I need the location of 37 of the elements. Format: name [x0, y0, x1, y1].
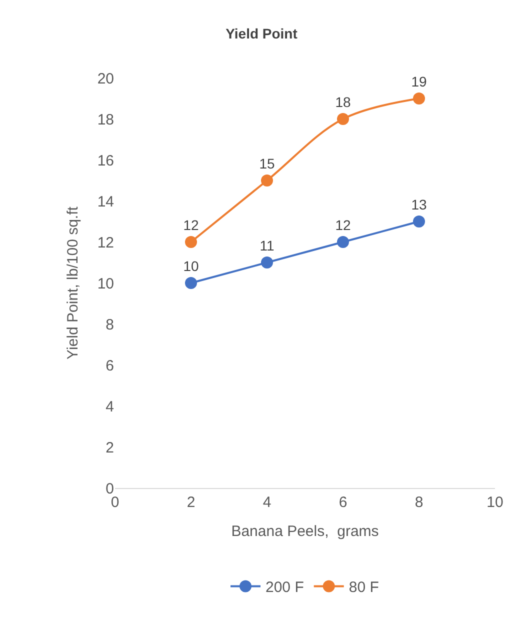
- point: [185, 277, 197, 289]
- y-tick-label: 18: [97, 111, 114, 128]
- x-tick-label: 2: [186, 494, 196, 511]
- point: [261, 256, 273, 268]
- data-label: 19: [411, 74, 427, 90]
- y-tick-label: 16: [97, 152, 114, 170]
- x-tick-label: 8: [414, 494, 424, 511]
- y-axis-title: Yield Point, lb/100 sq.ft: [64, 206, 82, 360]
- y-tick-label: 2: [106, 439, 114, 456]
- point: [413, 216, 425, 228]
- x-tick-label: 6: [338, 494, 348, 511]
- point: [337, 236, 349, 248]
- y-tick-label: 4: [106, 398, 114, 416]
- data-label: 11: [260, 238, 274, 254]
- point: [185, 236, 197, 248]
- y-tick-label: 12: [97, 234, 114, 252]
- y-tick-label: 14: [97, 193, 114, 210]
- point: [261, 174, 273, 186]
- y-tick-label: 8: [106, 316, 114, 334]
- x-tick-label: 10: [486, 494, 504, 511]
- legend-label: 200 F: [266, 579, 304, 596]
- point: [413, 92, 425, 104]
- chart-title: Yield Point: [226, 25, 298, 42]
- legend-label: 80 F: [348, 579, 379, 596]
- data-label: 15: [259, 156, 275, 172]
- data-label: 12: [335, 217, 351, 233]
- y-tick-label: 20: [97, 70, 114, 88]
- point: [337, 113, 349, 125]
- y-tick-label: 10: [97, 275, 114, 292]
- y-tick-label: 0: [106, 480, 114, 498]
- y-tick-label: 6: [106, 357, 114, 374]
- x-tick-label: 4: [262, 494, 272, 511]
- x-axis-title: Banana Peels, grams: [231, 523, 379, 540]
- data-label: 18: [335, 94, 351, 110]
- data-label: 10: [183, 258, 199, 274]
- data-label: 12: [183, 217, 199, 233]
- data-label: 13: [411, 196, 427, 212]
